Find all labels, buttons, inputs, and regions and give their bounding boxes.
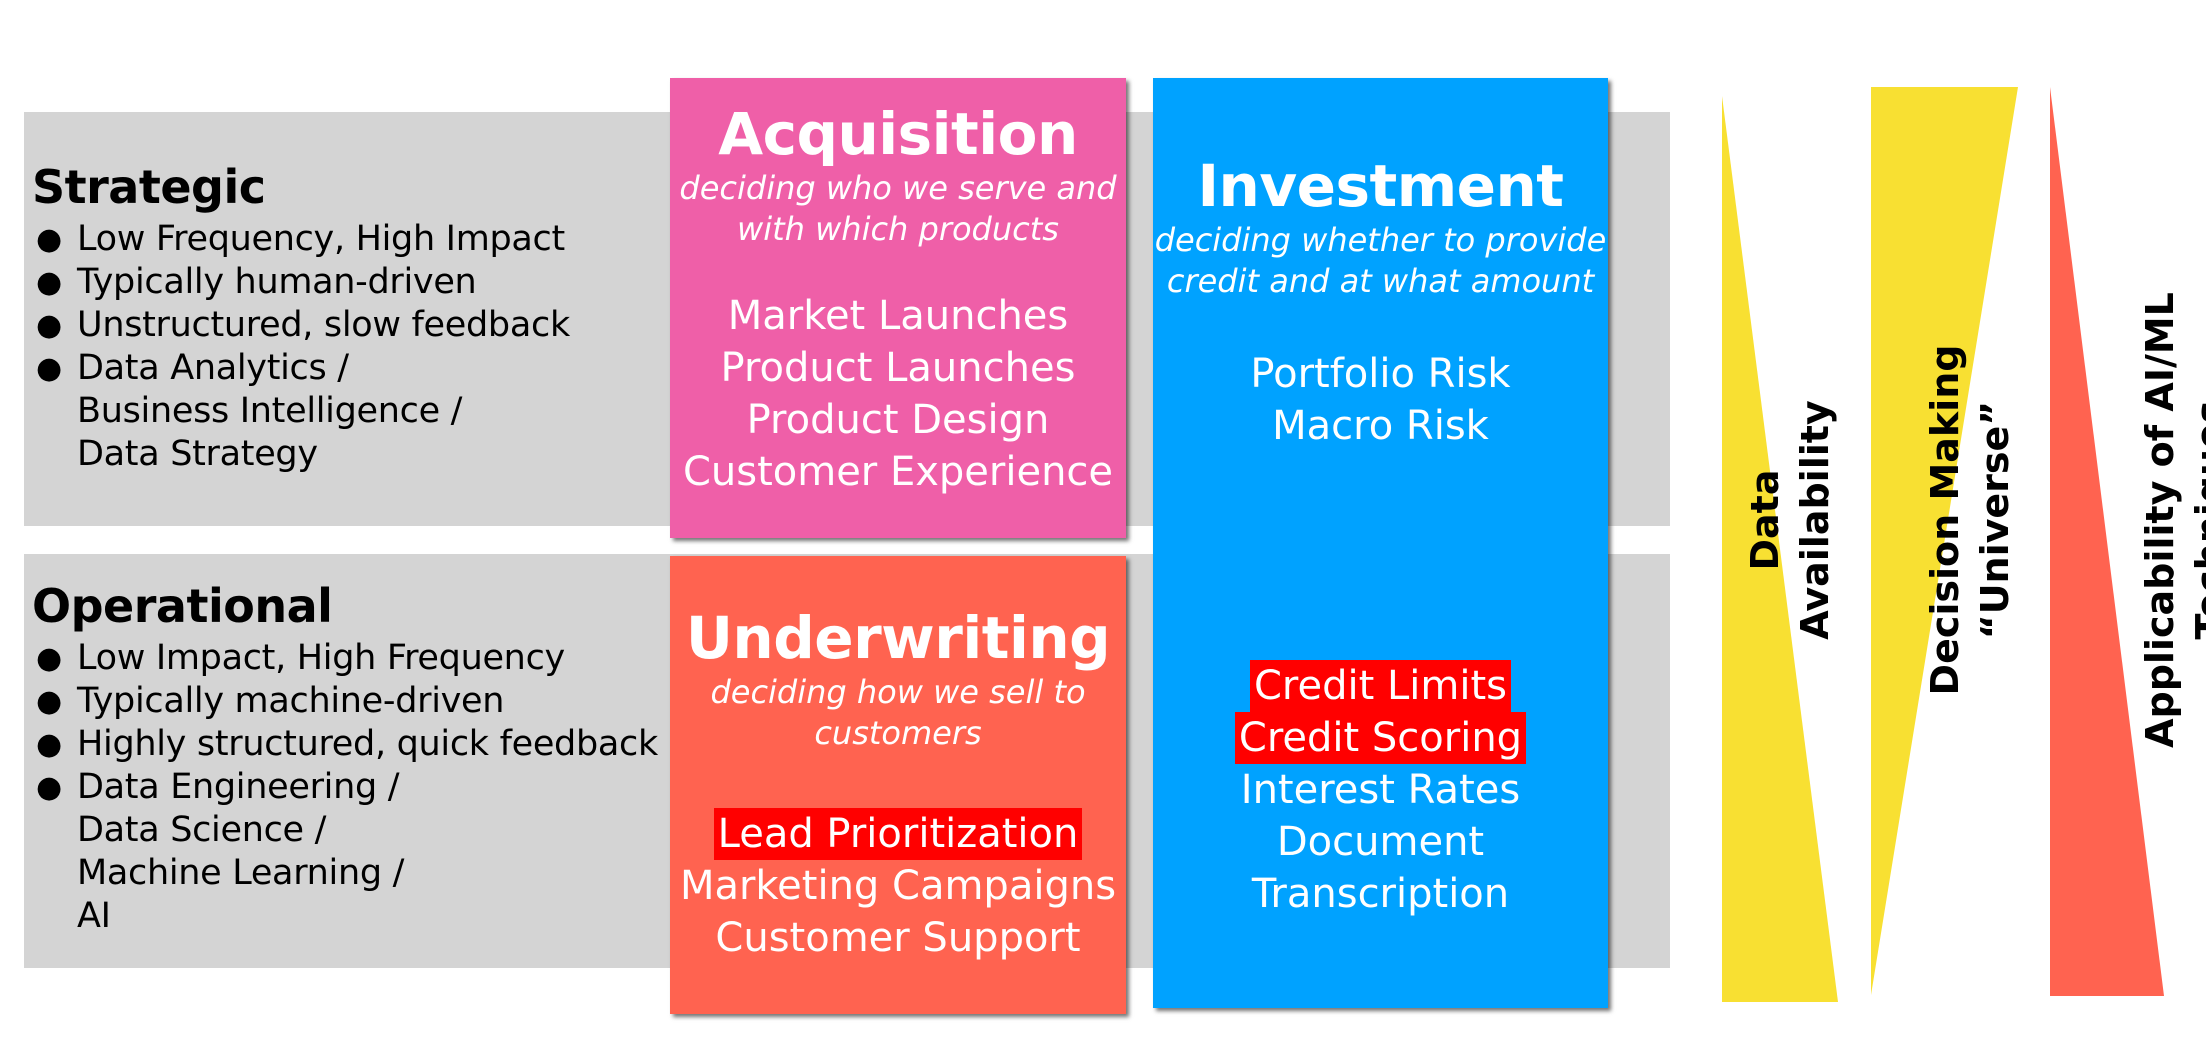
strategic-title: Strategic xyxy=(32,160,266,214)
decision-item: Interest Rates xyxy=(1240,767,1521,813)
ai-ml-triangle xyxy=(2050,87,2164,996)
bullet-text: AI xyxy=(77,896,111,936)
bullet-text: Low Frequency, High Impact xyxy=(77,219,565,259)
decision-making-label: Decision Making “Universe” xyxy=(1920,340,2020,700)
bullet-text: Machine Learning / xyxy=(77,853,405,893)
underwriting-items: Lead Prioritization Marketing Campaigns Cu… xyxy=(670,808,1126,964)
bullet-dot-icon: ● xyxy=(36,265,62,300)
bullet-dot-icon: ● xyxy=(36,684,62,719)
strategic-tier: Strategic ● Low Frequency, High Impact ● Ty… xyxy=(32,160,570,476)
decision-making-line-1: Decision Making xyxy=(1923,344,1967,696)
operational-bullets: ● Low Impact, High Frequency ● Typically ma… xyxy=(32,637,658,938)
bullet-text: Unstructured, slow feedback xyxy=(77,305,570,345)
decision-item: Credit Limits xyxy=(1249,660,1511,712)
subtitle-line: credit and at what amount xyxy=(1166,262,1595,300)
subtitle-line: customers xyxy=(814,714,982,752)
subtitle-line: with which products xyxy=(737,210,1059,248)
bullet-dot-icon: ● xyxy=(36,351,62,386)
decision-item: Customer Support xyxy=(715,915,1081,961)
operational-tier: Operational ● Low Impact, High Frequency ●… xyxy=(32,579,658,938)
operational-bullet: ● Typically machine-driven xyxy=(32,680,658,723)
decision-making-triangle xyxy=(1871,87,2018,995)
bullet-text: Data Analytics / xyxy=(77,348,349,388)
decision-item: Lead Prioritization xyxy=(713,808,1083,860)
operational-bullet: ● Data Engineering / Data Science / Machine… xyxy=(32,766,658,938)
investment-box: Investment deciding whether to provide cr… xyxy=(1153,78,1608,1008)
bullet-dot-icon: ● xyxy=(36,308,62,343)
strategic-bullet: ● Low Frequency, High Impact xyxy=(32,218,570,261)
bullet-text: Business Intelligence / xyxy=(77,391,463,431)
operational-bullet: ● Highly structured, quick feedback xyxy=(32,723,658,766)
data-availability-line-2: Availability xyxy=(1793,400,1837,640)
subtitle-line: deciding how we sell to xyxy=(710,673,1086,711)
decision-item: Market Launches xyxy=(727,293,1069,339)
ai-ml-line-1: Applicability of AI/ML xyxy=(2138,292,2182,748)
bullet-text: Data Strategy xyxy=(77,434,318,474)
bullet-text: Highly structured, quick feedback xyxy=(77,724,658,764)
acquisition-box: Acquisition deciding who we serve and wit… xyxy=(670,78,1126,538)
decision-item: Portfolio Risk xyxy=(1250,351,1511,397)
strategic-bullets: ● Low Frequency, High Impact ● Typically hu… xyxy=(32,218,570,476)
bullet-dot-icon: ● xyxy=(36,770,62,805)
strategic-bullet: ● Typically human-driven xyxy=(32,261,570,304)
data-availability-triangle xyxy=(1722,96,1838,1002)
investment-items-top: Portfolio Risk Macro Risk xyxy=(1153,348,1608,452)
decision-making-line-2: “Universe” xyxy=(1973,400,2017,640)
decision-item: Transcription xyxy=(1251,871,1510,917)
subtitle-line: deciding who we serve and xyxy=(679,169,1117,207)
ai-ml-label: Applicability of AI/ML Techniques xyxy=(2135,280,2206,760)
strategic-bullet: ● Data Analytics / Business Intelligence /… xyxy=(32,347,570,476)
subtitle-line: deciding whether to provide xyxy=(1154,221,1607,259)
underwriting-box: Underwriting deciding how we sell to cust… xyxy=(670,556,1126,1014)
acquisition-title: Acquisition xyxy=(718,100,1078,168)
underwriting-subtitle: deciding how we sell to customers xyxy=(670,672,1126,754)
data-availability-line-1: Data xyxy=(1743,469,1787,571)
bullet-text: Typically human-driven xyxy=(77,262,477,302)
strategic-bullet: ● Unstructured, slow feedback xyxy=(32,304,570,347)
operational-bullet: ● Low Impact, High Frequency xyxy=(32,637,658,680)
investment-subtitle: deciding whether to provide credit and at… xyxy=(1153,220,1608,302)
bullet-text: Typically machine-driven xyxy=(77,681,505,721)
decision-item: Macro Risk xyxy=(1272,403,1489,449)
bullet-text: Data Science / xyxy=(77,810,327,850)
investment-items-bottom: Credit Limits Credit Scoring Interest Rate… xyxy=(1153,660,1608,920)
bullet-dot-icon: ● xyxy=(36,727,62,762)
bullet-dot-icon: ● xyxy=(36,222,62,257)
acquisition-subtitle: deciding who we serve and with which prod… xyxy=(670,168,1126,250)
operational-title: Operational xyxy=(32,579,333,633)
decision-item: Credit Scoring xyxy=(1234,712,1527,764)
acquisition-items: Market Launches Product Launches Product D… xyxy=(670,290,1126,498)
decision-item: Product Launches xyxy=(720,345,1076,391)
decision-item: Product Design xyxy=(746,397,1050,443)
investment-title: Investment xyxy=(1197,152,1564,220)
underwriting-title: Underwriting xyxy=(685,604,1111,672)
decision-item: Customer Experience xyxy=(682,449,1114,495)
ai-ml-line-2: Techniques xyxy=(2188,400,2206,640)
data-availability-label: Data Availability xyxy=(1740,390,1840,650)
bullet-text: Data Engineering / xyxy=(77,767,400,807)
decision-item: Document xyxy=(1276,819,1485,865)
bullet-dot-icon: ● xyxy=(36,641,62,676)
decision-item: Marketing Campaigns xyxy=(679,863,1117,909)
bullet-text: Low Impact, High Frequency xyxy=(77,638,565,678)
